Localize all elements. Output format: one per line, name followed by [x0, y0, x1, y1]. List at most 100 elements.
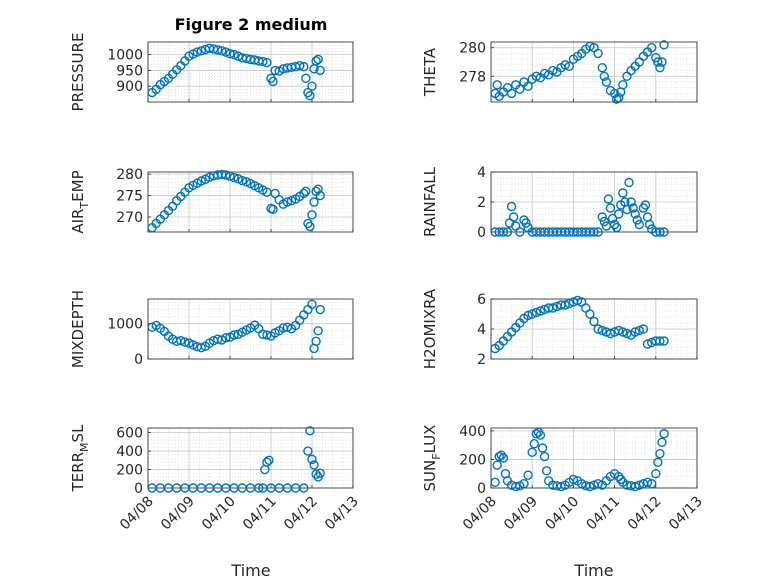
data-point	[630, 209, 640, 219]
data-point	[597, 325, 607, 336]
data-point	[539, 68, 550, 79]
y-tick-label: 280	[459, 41, 486, 57]
data-point	[638, 324, 649, 334]
y-axis-label-tail: SL	[69, 424, 87, 443]
data-point	[611, 94, 622, 104]
data-point	[603, 194, 614, 204]
data-point	[315, 190, 325, 201]
data-point	[196, 46, 207, 56]
data-series	[147, 43, 325, 101]
data-point	[523, 81, 533, 91]
x-axis-label-left: Time	[230, 561, 270, 580]
data-point	[614, 209, 624, 219]
data-point	[659, 336, 669, 346]
data-point	[618, 80, 628, 90]
data-point	[254, 483, 264, 493]
data-point	[655, 449, 665, 459]
data-point	[270, 188, 280, 199]
y-tick-label: 0	[134, 352, 143, 368]
data-point	[531, 429, 542, 439]
data-point	[519, 479, 529, 489]
data-point	[523, 310, 533, 321]
data-point	[212, 45, 223, 55]
y-axis-label-sub: F	[430, 453, 443, 459]
y-tick-label: 2	[477, 352, 486, 368]
data-point	[221, 170, 231, 180]
data-point	[531, 71, 542, 81]
data-point	[315, 65, 325, 76]
y-axis-label: AIRTEMP	[69, 170, 91, 233]
data-point	[564, 61, 574, 71]
x-tick-label: 04/12	[625, 494, 665, 534]
data-point	[303, 446, 313, 456]
data-point	[221, 47, 231, 57]
data-point	[541, 466, 552, 476]
data-point	[301, 186, 311, 196]
data-point	[589, 316, 599, 327]
y-tick-label: 200	[116, 463, 143, 479]
y-tick-label: 6	[477, 292, 486, 308]
data-point	[506, 201, 517, 212]
data-point	[607, 213, 618, 224]
data-point	[262, 57, 272, 68]
y-axis-label-main: AIR	[69, 209, 87, 234]
data-series	[490, 40, 669, 104]
data-point	[642, 339, 653, 349]
subplot-h2omixra: 2 4 6 H2OMIXRA	[421, 288, 698, 369]
data-point	[305, 426, 315, 436]
y-axis-label-main: H2OMIXRA	[421, 288, 439, 369]
data-point	[299, 483, 309, 493]
subplot-theta: 278 280 THETA	[421, 40, 698, 104]
data-point	[628, 203, 638, 213]
data-point	[593, 479, 603, 489]
axes-box	[490, 41, 698, 103]
y-axis-label-sub: M	[78, 442, 91, 452]
data-point	[548, 65, 558, 76]
x-tick-label: 04/11	[240, 494, 280, 534]
data-series	[147, 169, 325, 233]
x-tick-label: 04/13	[666, 494, 706, 534]
data-point	[515, 84, 525, 94]
data-point	[644, 219, 655, 230]
data-point	[225, 48, 235, 59]
y-tick-label: 278	[459, 69, 486, 85]
data-point	[508, 212, 519, 222]
data-point	[585, 309, 595, 319]
y-tick-label: 200	[459, 452, 486, 468]
data-point	[599, 216, 609, 227]
data-point	[180, 337, 190, 347]
y-axis-label-main: THETA	[421, 47, 439, 97]
data-point	[521, 218, 531, 228]
y-axis-label-main: PRESSURE	[69, 33, 87, 112]
data-point	[506, 88, 517, 99]
x-tick-label: 04/09	[501, 494, 541, 534]
data-point	[646, 479, 657, 489]
data-point	[311, 469, 321, 479]
x-tick-label: 04/08	[117, 494, 157, 534]
data-point	[640, 200, 651, 210]
data-point	[511, 481, 521, 492]
data-point	[537, 443, 548, 453]
data-series	[147, 426, 325, 493]
data-point	[313, 54, 323, 65]
data-point	[262, 457, 272, 467]
data-point	[529, 439, 539, 449]
y-tick-label: 400	[459, 424, 486, 440]
data-point	[539, 451, 550, 462]
data-point	[515, 227, 525, 237]
y-axis-label-main: MIXDEPTH	[69, 290, 87, 368]
x-tick-label: 04/13	[322, 494, 362, 534]
y-tick-label: 1000	[107, 48, 143, 64]
y-axis-label: MIXDEPTH	[69, 290, 87, 368]
data-point	[496, 450, 506, 460]
data-point	[556, 481, 566, 492]
data-point	[309, 460, 319, 470]
y-axis-label: H2OMIXRA	[421, 288, 439, 369]
data-point	[229, 172, 239, 183]
data-point	[632, 215, 642, 225]
data-point	[651, 53, 661, 63]
data-point	[646, 43, 657, 53]
data-point	[616, 474, 626, 485]
data-point	[611, 222, 622, 233]
y-axis-label: THETA	[421, 47, 439, 97]
